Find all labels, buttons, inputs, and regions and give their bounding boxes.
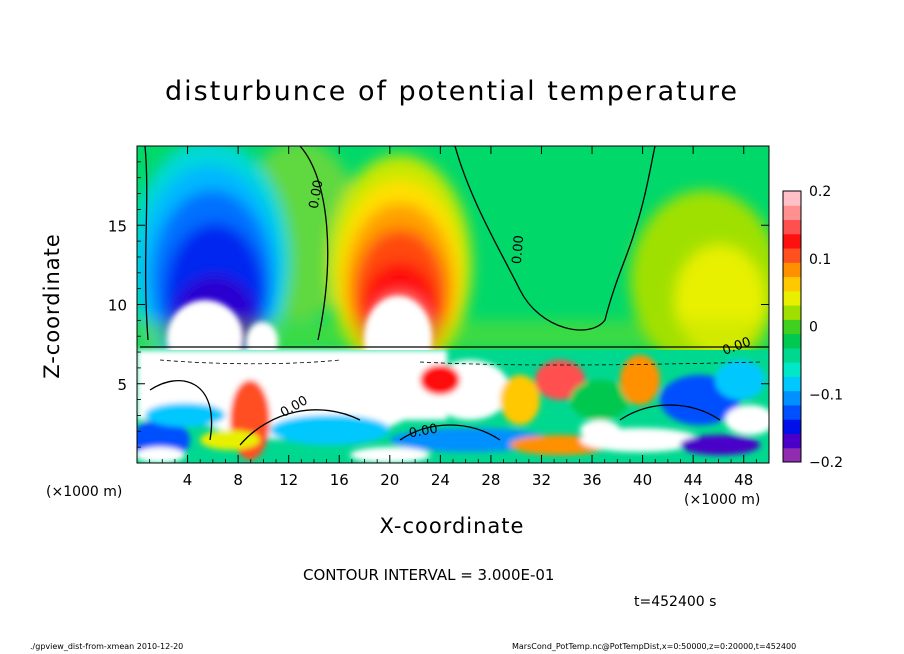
x-tick-label: 36 xyxy=(582,471,601,489)
colorbar-segment xyxy=(783,319,801,335)
colorbar-segment xyxy=(783,362,801,377)
x-tick-label: 16 xyxy=(330,471,349,489)
colorbar-tick-label: 0.2 xyxy=(809,184,831,200)
x-tick-label: 40 xyxy=(633,471,652,489)
x-tick-label: 12 xyxy=(279,471,298,489)
x-tick-label: 28 xyxy=(481,471,500,489)
colorbar-segment xyxy=(783,404,801,420)
colorbar-tick-label: −0.2 xyxy=(809,455,843,471)
colorbar-segment xyxy=(783,390,801,406)
colorbar-segment xyxy=(783,262,801,278)
colorbar-segment xyxy=(783,219,801,235)
colorbar-tick-label: 0 xyxy=(809,320,818,336)
colorbar-segment xyxy=(783,333,801,349)
footer-left: ./gpview_dist-from-xmean 2010-12-20 xyxy=(30,642,184,651)
footer-right: MarsCond_PotTemp.nc@PotTempDist,x=0:5000… xyxy=(512,642,797,651)
colorbar-tick-label: −0.1 xyxy=(809,387,843,403)
heatmap-field xyxy=(137,146,769,463)
x-axis-label: X-coordinate xyxy=(379,514,525,538)
x-axis-unit-right: (×1000 m) xyxy=(684,492,761,508)
colorbar-segment xyxy=(783,419,801,434)
x-tick-label: 24 xyxy=(431,471,450,489)
colorbar-segment xyxy=(783,290,801,306)
chart-title: disturbunce of potential temperature xyxy=(165,76,739,107)
colorbar-segment xyxy=(783,191,801,206)
colorbar-tick-label: 0.1 xyxy=(809,252,831,268)
x-tick-label: 44 xyxy=(684,471,703,489)
colorbar-segment xyxy=(783,305,801,320)
x-tick-label: 4 xyxy=(183,471,193,489)
x-tick-label: 32 xyxy=(532,471,551,489)
x-tick-label: 8 xyxy=(233,471,243,489)
colorbar: 0.2 0.1 0 −0.1 −0.2 xyxy=(782,184,843,471)
contour-label: 0.00 xyxy=(307,179,327,210)
y-axis-label: Z-coordinate xyxy=(40,233,64,379)
y-tick-label: 5 xyxy=(117,376,127,394)
colorbar-segment xyxy=(783,347,801,363)
colorbar-segment xyxy=(783,205,801,221)
y-tick-label: 10 xyxy=(108,297,127,315)
colorbar-segment xyxy=(783,233,801,249)
colorbar-frame xyxy=(782,190,802,463)
contour-interval-label: CONTOUR INTERVAL = 3.000E-01 xyxy=(303,566,555,584)
contour-label: 0.00 xyxy=(510,235,527,265)
colorbar-segment xyxy=(783,276,801,292)
contour-label: 0.00 xyxy=(408,422,439,442)
y-tick-label: 15 xyxy=(108,217,127,235)
x-tick-label: 20 xyxy=(380,471,399,489)
x-axis-unit-left: (×1000 m) xyxy=(46,484,123,500)
colorbar-segment xyxy=(783,376,801,392)
x-tick-label: 48 xyxy=(734,471,753,489)
colorbar-segment xyxy=(783,447,801,463)
time-label: t=452400 s xyxy=(634,594,717,610)
colorbar-segment xyxy=(783,433,801,449)
colorbar-segment xyxy=(783,248,801,263)
